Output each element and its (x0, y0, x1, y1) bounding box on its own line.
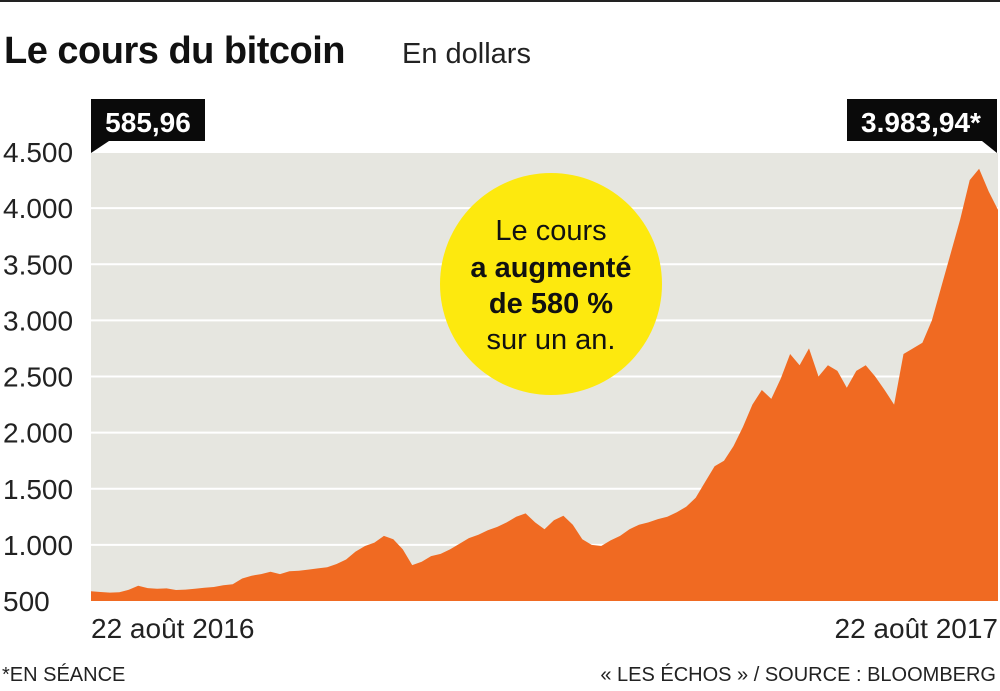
x-tick-label: 22 août 2017 (835, 613, 999, 644)
y-tick-label: 2.500 (3, 362, 73, 393)
series-area (91, 168, 998, 602)
top-rule (0, 0, 1000, 2)
chart-svg: 500 1.000 1.500 2.000 2.500 3.000 3.500 4.000 4.… (3, 99, 998, 644)
y-tick-label: 1.000 (3, 530, 73, 561)
x-axis-labels: 22 août 2016 22 août 2017 (91, 613, 998, 644)
chart-title: Le cours du bitcoin (4, 30, 345, 72)
start-value-callout: 585,96 (91, 99, 205, 153)
bubble-line-1: Le cours (495, 215, 606, 247)
y-tick-label: 4.000 (3, 193, 73, 224)
chart-subtitle: En dollars (402, 38, 531, 70)
x-tick-label: 22 août 2016 (91, 613, 255, 644)
end-value-callout: 3.983,94* (847, 99, 997, 153)
bubble-line-3: de 580 % (489, 288, 613, 320)
y-tick-label: 1.500 (3, 474, 73, 505)
end-callout-box (847, 99, 997, 153)
source-credit: « LES ÉCHOS » / SOURCE : BLOOMBERG (600, 664, 996, 686)
bubble-line-4: sur un an. (487, 324, 616, 356)
footnote: *EN SÉANCE (2, 664, 126, 686)
bubble-line-2: a augmenté (470, 252, 631, 284)
y-tick-label: 2.000 (3, 418, 73, 449)
y-axis-labels: 500 1.000 1.500 2.000 2.500 3.000 3.500 4.000 4.… (3, 137, 73, 617)
start-callout-box (91, 99, 205, 153)
start-value-label: 585,96 (105, 107, 191, 138)
y-tick-label: 3.500 (3, 249, 73, 280)
y-tick-label: 4.500 (3, 137, 73, 168)
y-tick-label: 500 (3, 586, 50, 617)
y-tick-label: 3.000 (3, 305, 73, 336)
annotation-bubble: Le cours a augmenté de 580 % sur un an. (440, 173, 662, 395)
end-value-label: 3.983,94* (861, 107, 981, 138)
bubble-circle (440, 173, 662, 395)
